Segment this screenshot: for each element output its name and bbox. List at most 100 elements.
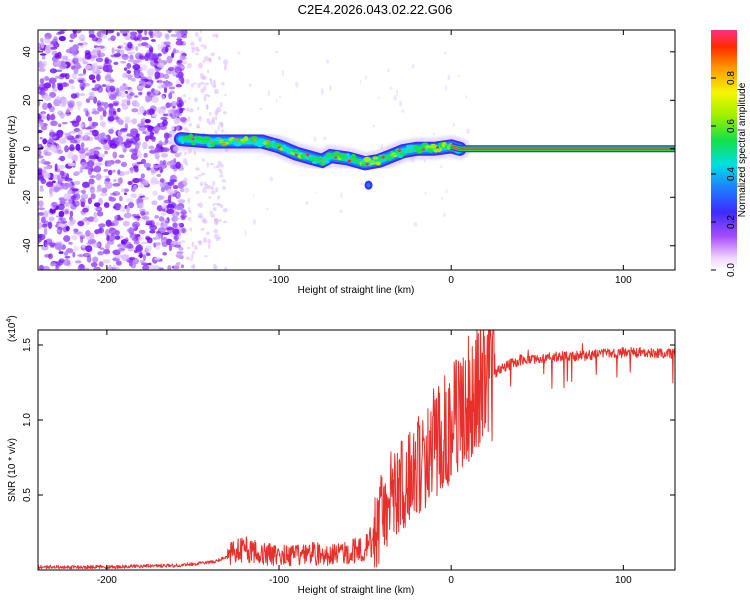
noise-blob: [55, 69, 63, 73]
noise-blob: [46, 241, 55, 246]
noise-blob: [223, 59, 229, 66]
noise-blob: [58, 123, 62, 128]
noise-blob: [210, 79, 213, 85]
noise-blob: [57, 164, 66, 170]
noise-blob: [160, 116, 168, 121]
noise-blob: [144, 44, 152, 49]
noise-blob: [158, 216, 165, 222]
noise-blob: [41, 102, 48, 110]
noise-blob: [201, 158, 205, 162]
noise-blob: [212, 33, 217, 38]
noise-blob: [69, 120, 77, 124]
noise-blob: [153, 126, 161, 132]
noise-blob: [48, 253, 53, 260]
noise-blob: [122, 72, 128, 79]
noise-blob: [108, 103, 114, 107]
noise-blob: [81, 244, 86, 248]
noise-blob: [217, 195, 221, 200]
noise-blob: [68, 241, 73, 245]
noise-blob: [139, 52, 146, 56]
noise-blob: [141, 196, 150, 201]
noise-blob: [122, 239, 129, 242]
noise-blob: [94, 229, 100, 235]
noise-blob: [128, 260, 133, 267]
noise-blob: [132, 184, 138, 191]
noise-blob: [237, 51, 241, 55]
noise-blob: [115, 254, 124, 259]
noise-blob: [113, 116, 121, 120]
noise-blob: [180, 209, 187, 216]
noise-blob: [89, 175, 97, 179]
noise-blob: [38, 129, 43, 134]
noise-blob: [45, 143, 53, 151]
noise-blob: [167, 194, 172, 203]
noise-blob: [151, 200, 158, 206]
noise-blob: [176, 59, 183, 64]
noise-blob: [73, 67, 79, 75]
noise-blob: [122, 83, 128, 91]
colorbar-tick-label: 0.8: [726, 71, 737, 85]
noise-blob: [174, 109, 180, 117]
noise-blob: [129, 167, 135, 171]
noise-blob: [139, 208, 146, 213]
noise-blob: [210, 190, 216, 195]
noise-blob: [208, 195, 212, 199]
noise-blob: [123, 241, 132, 249]
noise-blob: [96, 184, 102, 192]
noise-blob: [90, 193, 96, 200]
noise-blob: [208, 57, 212, 63]
noise-blob: [155, 233, 162, 240]
noise-blob: [138, 80, 146, 85]
noise-blob: [78, 137, 84, 142]
ridge-center-line: [180, 138, 675, 164]
noise-blob: [39, 185, 44, 189]
noise-blob: [138, 193, 144, 197]
noise-blob: [59, 155, 66, 162]
noise-blob: [163, 32, 170, 38]
noise-blob: [54, 43, 60, 48]
noise-blob: [70, 85, 75, 90]
colorbar-gradient: [711, 30, 737, 270]
noise-blob: [58, 35, 66, 42]
snr-y-tick-label: 1.5: [22, 338, 33, 352]
noise-blob: [108, 195, 113, 199]
noise-blob: [121, 254, 130, 262]
noise-blob: [136, 152, 143, 159]
noise-blob: [44, 242, 49, 248]
noise-blob: [126, 205, 130, 213]
noise-blob: [161, 239, 167, 243]
noise-blob: [38, 264, 44, 270]
noise-blob: [212, 207, 217, 212]
noise-blob: [43, 82, 52, 89]
noise-blob: [44, 32, 52, 40]
noise-blob: [85, 230, 91, 237]
noise-blob: [139, 66, 143, 72]
noise-blob: [112, 191, 121, 197]
noise-blob: [63, 235, 71, 243]
noise-blob: [266, 207, 269, 211]
noise-blob: [102, 259, 111, 264]
noise-blob: [217, 56, 221, 61]
noise-blob: [423, 159, 426, 163]
noise-blob: [113, 102, 119, 107]
noise-blob: [168, 92, 173, 100]
noise-blob: [119, 30, 128, 34]
noise-blob: [147, 91, 156, 98]
noise-blob: [187, 216, 192, 221]
noise-blob: [215, 237, 220, 242]
noise-blob: [204, 181, 207, 186]
noise-blob: [117, 169, 121, 175]
noise-blob: [93, 266, 101, 270]
noise-blob: [191, 253, 194, 259]
ridge-blob: [363, 156, 372, 163]
noise-blob: [123, 67, 128, 71]
noise-blob: [56, 221, 60, 226]
noise-blob: [194, 167, 200, 171]
noise-blob: [73, 245, 79, 252]
snr-plot-area: [38, 330, 675, 570]
noise-blob: [38, 121, 45, 128]
noise-blob: [163, 132, 170, 140]
snr-series-line: [38, 330, 675, 570]
snr-y-tick-label: 0.5: [22, 488, 33, 502]
noise-blob: [176, 32, 182, 39]
